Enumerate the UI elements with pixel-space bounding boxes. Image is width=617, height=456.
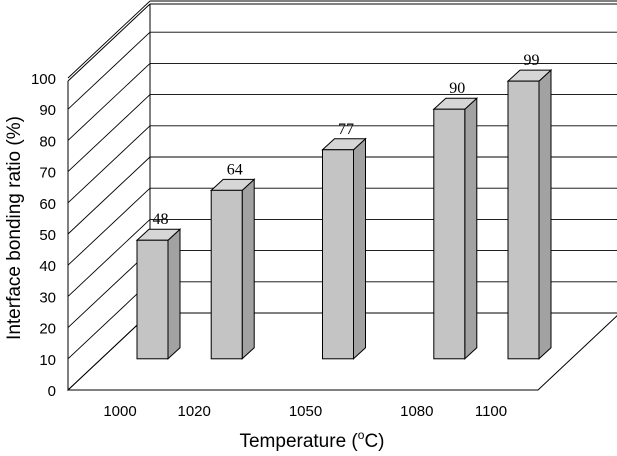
gridline-left-wall xyxy=(67,94,151,172)
data-labels: 48 64 77 90 99 xyxy=(153,52,540,228)
gridline-left-wall xyxy=(67,187,151,266)
data-label: 77 xyxy=(338,121,354,138)
y-tick-label: 40 xyxy=(39,258,56,275)
x-tick-label: 1080 xyxy=(400,403,433,420)
x-tick-label: 1100 xyxy=(475,403,507,420)
x-tick-label: 1000 xyxy=(103,403,136,420)
bar-1080 xyxy=(432,97,479,360)
gridline-left-wall xyxy=(67,156,151,235)
bar-1100 xyxy=(506,68,553,360)
gridline-left-wall xyxy=(67,219,151,297)
bar-front-face xyxy=(322,149,354,360)
y-axis-title: Interface bonding ratio (%) xyxy=(4,116,25,340)
gridline-left-wall xyxy=(67,281,151,360)
y-tick-labels: 0 10 20 30 40 50 60 70 80 90 100 xyxy=(31,71,56,400)
bar-side-face xyxy=(167,228,181,360)
y-tick-label: 100 xyxy=(31,71,56,88)
gridline-left-wall xyxy=(67,250,151,328)
bar-series xyxy=(135,68,553,360)
bar-side-face xyxy=(241,178,255,360)
data-label: 90 xyxy=(449,80,465,97)
y-tick-label: 20 xyxy=(39,321,56,338)
y-tick-label: 10 xyxy=(39,352,56,369)
gridline-left-wall xyxy=(67,63,151,141)
bar-1000 xyxy=(135,228,182,360)
y-tick-label: 0 xyxy=(48,383,56,400)
x-tick-label: 1020 xyxy=(178,403,211,420)
bar-front-face xyxy=(507,80,540,360)
gridline-left-wall xyxy=(67,0,151,79)
gridline-left-wall xyxy=(67,125,151,204)
x-axis-title-unit: C) xyxy=(364,431,384,452)
x-axis-title: Temperature (oC) xyxy=(239,428,384,452)
left-wall-top-edge xyxy=(67,3,151,82)
bar-1020 xyxy=(209,178,256,360)
chart-floor xyxy=(66,312,617,391)
bar-front-face xyxy=(433,108,466,360)
gridline-left-wall xyxy=(67,31,151,110)
bar-1050 xyxy=(321,137,367,360)
bar-side-face xyxy=(538,68,552,360)
y-tick-label: 30 xyxy=(39,289,56,306)
x-tick-label: 1050 xyxy=(289,403,322,420)
y-tick-label: 50 xyxy=(39,227,56,244)
x-tick-labels: 1000 1020 1050 1080 1100 xyxy=(103,403,507,420)
y-tick-label: 90 xyxy=(39,102,56,119)
y-tick-label: 60 xyxy=(39,196,56,213)
bar-side-face xyxy=(464,97,478,360)
bar-front-face xyxy=(210,189,243,360)
data-label: 48 xyxy=(153,211,169,228)
x-axis-title-superscript: o xyxy=(358,428,365,442)
bar-front-face xyxy=(136,239,169,360)
x-axis-title-text: Temperature ( xyxy=(239,431,358,452)
data-label: 64 xyxy=(227,161,243,178)
bar-side-face xyxy=(353,137,366,360)
data-label: 99 xyxy=(524,52,540,69)
y-tick-label: 70 xyxy=(39,165,56,182)
y-tick-label: 80 xyxy=(39,133,56,150)
